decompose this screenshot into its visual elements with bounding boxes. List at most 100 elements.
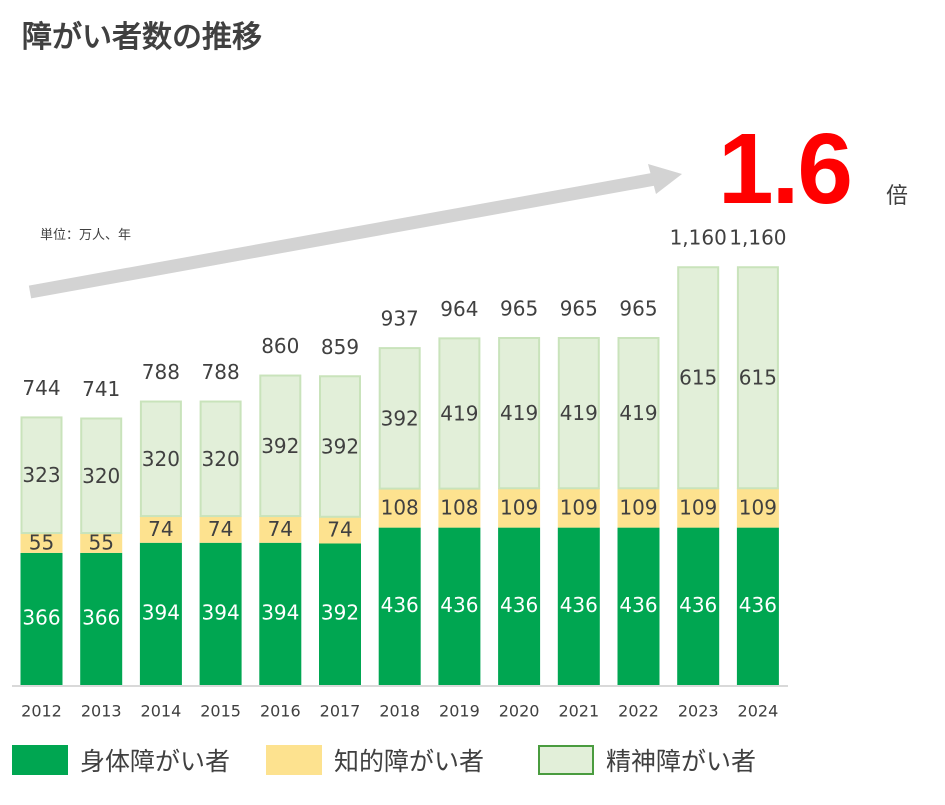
bar-intellectual-2015 [199, 516, 242, 543]
label-total-2016: 860 [261, 334, 299, 358]
legend-item-intellectual: 知的障がい者 [266, 740, 484, 780]
label-physical-2013: 366 [82, 605, 120, 629]
label-intellectual-2019: 108 [440, 496, 478, 520]
label-total-2019: 964 [440, 297, 478, 321]
x-tick-2021: 2021 [558, 702, 599, 721]
label-intellectual-2017: 74 [327, 518, 352, 542]
x-tick-2014: 2014 [141, 702, 182, 721]
label-physical-2022: 436 [619, 593, 657, 617]
label-intellectual-2023: 109 [679, 495, 717, 519]
bar-intellectual-2012 [20, 533, 63, 553]
label-total-2024: 1,160 [729, 226, 786, 250]
label-total-2018: 937 [381, 307, 419, 331]
label-intellectual-2020: 109 [500, 495, 538, 519]
x-tick-2022: 2022 [618, 702, 659, 721]
trend-arrow [28, 164, 682, 299]
label-total-2020: 965 [500, 296, 538, 320]
legend-swatch-intellectual [266, 745, 322, 775]
x-tick-2013: 2013 [81, 702, 122, 721]
bar-mental-2012 [20, 416, 63, 535]
label-mental-2015: 320 [202, 447, 240, 471]
legend-swatch-mental [538, 745, 594, 775]
label-total-2023: 1,160 [670, 226, 727, 250]
bar-physical-2019 [438, 527, 481, 685]
label-physical-2015: 394 [202, 600, 240, 624]
labels-group: 366 55 323 744 2012 366 55 320 741 2013 394 74 320 78… [21, 226, 786, 721]
bars-group [12, 266, 788, 687]
bar-intellectual-2022 [617, 488, 660, 528]
label-mental-2017: 392 [321, 435, 359, 459]
legend-swatch-physical [12, 745, 68, 775]
bar-mental-2024 [736, 266, 779, 490]
x-tick-2015: 2015 [200, 702, 241, 721]
bar-physical-2012 [20, 552, 63, 685]
label-total-2021: 965 [560, 296, 598, 320]
label-physical-2017: 392 [321, 601, 359, 625]
legend-label-physical: 身体障がい者 [80, 747, 231, 776]
label-total-2017: 859 [321, 335, 359, 359]
label-physical-2014: 394 [142, 600, 180, 624]
label-mental-2018: 392 [381, 406, 419, 430]
bar-physical-2015 [199, 542, 242, 685]
bar-mental-2019 [438, 337, 481, 490]
legend-item-mental: 精神障がい者 [538, 740, 756, 780]
page-title: 障がい者数の推移 [22, 20, 262, 55]
label-physical-2021: 436 [560, 593, 598, 617]
legend-label-mental: 精神障がい者 [606, 747, 757, 776]
label-total-2012: 744 [22, 376, 60, 400]
label-physical-2019: 436 [440, 593, 478, 617]
x-tick-2020: 2020 [499, 702, 540, 721]
chart-legend: 身体障がい者 知的障がい者 精神障がい者 [12, 740, 942, 780]
label-intellectual-2014: 74 [148, 517, 173, 541]
label-intellectual-2018: 108 [381, 496, 419, 520]
bar-physical-2023 [677, 527, 720, 685]
bar-intellectual-2024 [736, 488, 779, 528]
legend-item-physical: 身体障がい者 [12, 740, 230, 780]
label-mental-2024: 615 [739, 366, 777, 390]
label-total-2015: 788 [202, 360, 240, 384]
label-mental-2021: 419 [560, 401, 598, 425]
multiplier-unit: 倍 [886, 183, 909, 208]
bar-intellectual-2014 [139, 516, 182, 543]
legend-label-intellectual: 知的障がい者 [334, 747, 485, 776]
label-intellectual-2024: 109 [739, 495, 777, 519]
bar-intellectual-2013 [80, 533, 123, 553]
bar-intellectual-2021 [557, 488, 600, 528]
multiplier-value: 1.6 [718, 113, 853, 225]
label-mental-2013: 320 [82, 464, 120, 488]
x-tick-2019: 2019 [439, 702, 480, 721]
label-intellectual-2013: 55 [88, 530, 113, 554]
bar-physical-2018 [378, 527, 421, 685]
unit-note: 単位：万人、年 [40, 228, 132, 243]
bar-intellectual-2018 [378, 488, 421, 528]
label-intellectual-2021: 109 [560, 495, 598, 519]
trend-arrow-shaft [28, 172, 657, 299]
label-mental-2012: 323 [22, 463, 60, 487]
bar-mental-2017 [319, 375, 361, 518]
x-tick-2017: 2017 [320, 702, 361, 721]
bar-mental-2016 [259, 374, 302, 518]
label-mental-2022: 419 [619, 401, 657, 425]
bar-mental-2021 [557, 336, 600, 490]
bar-physical-2014 [139, 542, 182, 685]
bar-physical-2013 [80, 552, 123, 685]
label-intellectual-2015: 74 [208, 517, 233, 541]
label-total-2013: 741 [82, 377, 120, 401]
bar-physical-2024 [736, 527, 779, 685]
x-tick-2023: 2023 [678, 702, 719, 721]
growth-multiplier: 1.6 倍 [718, 112, 908, 227]
label-intellectual-2022: 109 [619, 495, 657, 519]
label-physical-2023: 436 [679, 593, 717, 617]
bar-physical-2017 [319, 543, 361, 685]
bar-intellectual-2017 [319, 516, 361, 544]
label-physical-2020: 436 [500, 593, 538, 617]
bar-mental-2015 [199, 400, 242, 518]
bar-intellectual-2023 [677, 488, 720, 528]
trend-arrow-head [648, 164, 682, 194]
bar-mental-2023 [677, 266, 720, 490]
bar-physical-2016 [259, 542, 302, 685]
bar-mental-2022 [617, 336, 660, 490]
bar-mental-2020 [498, 336, 541, 490]
x-tick-2016: 2016 [260, 702, 301, 721]
